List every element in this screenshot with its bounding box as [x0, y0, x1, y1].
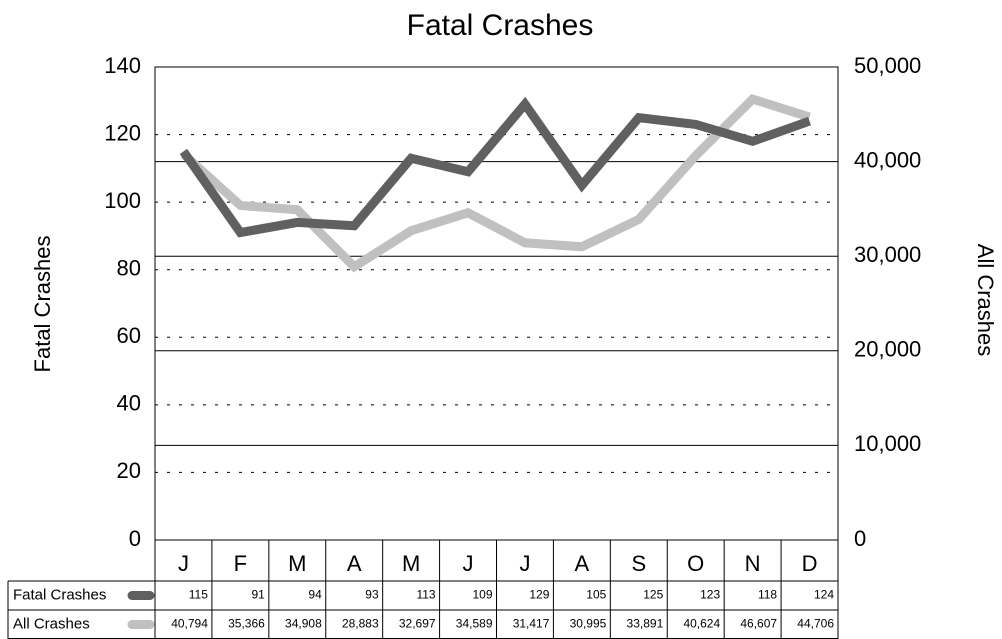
- x-tick-label: D: [802, 551, 818, 576]
- data-table-value: 129: [529, 588, 549, 602]
- x-tick-label: J: [178, 551, 189, 576]
- data-table-value: 35,366: [228, 617, 265, 631]
- chart-title: Fatal Crashes: [407, 9, 594, 42]
- x-tick-label: O: [687, 551, 704, 576]
- x-tick-label: M: [402, 551, 420, 576]
- data-table-value: 123: [700, 588, 720, 602]
- y2-tick-label: 50,000: [854, 53, 921, 78]
- data-table-value: 44,706: [797, 617, 834, 631]
- y-axis-label: Fatal Crashes: [30, 236, 55, 373]
- data-table-value: 91: [251, 588, 265, 602]
- y2-tick-label: 40,000: [854, 147, 921, 172]
- y-tick-label: 60: [117, 323, 141, 348]
- x-tick-label: J: [519, 551, 530, 576]
- data-table-value: 115: [189, 588, 208, 602]
- y-tick-label: 120: [104, 120, 141, 145]
- y-tick-label: 80: [117, 256, 141, 281]
- series-line: [179, 96, 812, 238]
- data-table-value: 30,995: [570, 617, 607, 631]
- legend-label: All Crashes: [13, 615, 90, 632]
- x-tick-label: N: [745, 551, 761, 576]
- data-table-value: 46,607: [740, 617, 777, 631]
- data-table-value: 32,697: [399, 617, 436, 631]
- x-tick-label: A: [347, 551, 362, 576]
- y2-tick-label: 30,000: [854, 242, 921, 267]
- data-table-value: 28,883: [342, 617, 379, 631]
- y-tick-label: 40: [117, 391, 141, 416]
- y-tick-label: 140: [104, 53, 141, 78]
- series-line: [180, 93, 811, 273]
- y2-tick-label: 10,000: [854, 431, 921, 456]
- y-tick-label: 100: [104, 188, 141, 213]
- data-table-value: 125: [643, 588, 663, 602]
- y2-axis-label: All Crashes: [973, 244, 998, 356]
- data-table-value: 105: [586, 588, 606, 602]
- data-table-value: 33,891: [627, 617, 664, 631]
- data-table-value: 124: [814, 588, 834, 602]
- y-tick-label: 20: [117, 458, 141, 483]
- data-table-value: 118: [758, 588, 777, 602]
- x-tick-label: M: [288, 551, 306, 576]
- data-table-value: 94: [308, 588, 322, 602]
- data-table-value: 40,794: [171, 617, 208, 631]
- data-table-value: 113: [416, 588, 435, 602]
- data-table-value: 109: [472, 588, 492, 602]
- y2-tick-label: 20,000: [854, 337, 921, 362]
- data-table-value: 34,589: [456, 617, 493, 631]
- data-table-value: 40,624: [683, 617, 720, 631]
- data-table-value: 31,417: [513, 617, 550, 631]
- x-tick-label: A: [575, 551, 590, 576]
- x-tick-label: J: [463, 551, 474, 576]
- x-tick-label: F: [234, 551, 247, 576]
- legend-label: Fatal Crashes: [13, 586, 106, 603]
- data-table-value: 93: [365, 588, 379, 602]
- y2-tick-label: 0: [854, 526, 866, 551]
- y-tick-label: 0: [129, 526, 141, 551]
- data-table-value: 34,908: [285, 617, 322, 631]
- x-tick-label: S: [631, 551, 646, 576]
